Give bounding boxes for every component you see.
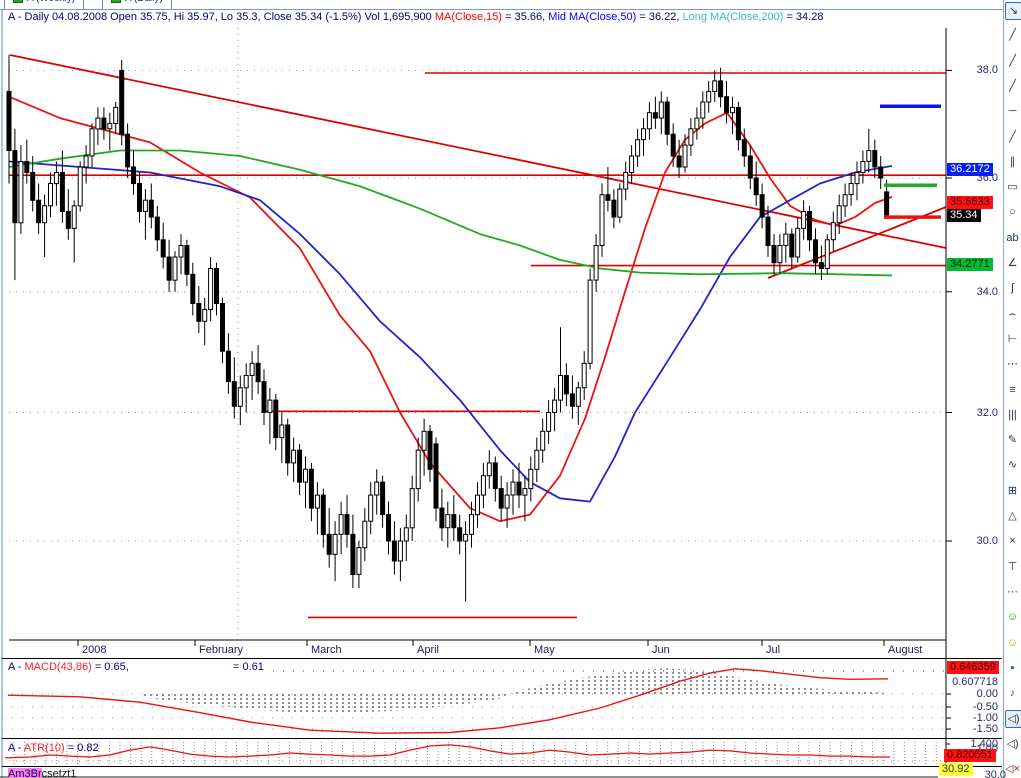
tab-weekly[interactable]: A (Weekly) xyxy=(4,0,85,9)
text-segment: A - Daily 04.08.2008 Open 35.75, Hi 35.9… xyxy=(8,11,435,23)
speaker-tool-2-icon[interactable]: ◁) xyxy=(1006,737,1019,750)
month-label: Jun xyxy=(652,644,670,656)
yellow-marker-tool-icon[interactable]: ☺ xyxy=(1006,636,1019,649)
text-segment: ATR(10) xyxy=(23,742,65,754)
note-marker-tool-icon[interactable]: ♪ xyxy=(1009,687,1016,700)
horizontal-line-tool-icon[interactable]: ─ xyxy=(1008,105,1017,118)
chart-summary-line: A - Daily 04.08.2008 Open 35.75, Hi 35.9… xyxy=(8,11,823,23)
text-tool-icon[interactable]: ab xyxy=(1006,231,1019,244)
candles xyxy=(6,54,890,602)
tab-daily[interactable]: A (Daily) xyxy=(102,0,172,9)
segment-tool-icon[interactable]: ╱ xyxy=(1009,29,1016,42)
fib-levels-tool-icon[interactable]: ≡ xyxy=(1009,383,1016,396)
price-marker-segments xyxy=(880,104,941,219)
trend-line-tool-icon[interactable]: ╱ xyxy=(1009,130,1016,143)
measure-tool-icon[interactable]: ⊢ xyxy=(1007,332,1018,345)
price-tick-label: 34.0 xyxy=(976,286,998,298)
macd-signal-value: = 0.61 xyxy=(233,661,264,673)
price-badge: 0.820551 xyxy=(944,749,996,762)
tab-label: A (Daily) xyxy=(125,0,163,4)
month-label: May xyxy=(534,644,555,656)
text-segment: = 35.66, xyxy=(502,11,549,23)
month-label: February xyxy=(199,644,244,656)
toolbar-separator xyxy=(1003,0,1004,778)
chart-tab-icon xyxy=(13,0,23,3)
mute-tool-icon[interactable]: ◁× xyxy=(1005,763,1020,775)
axis-value-label: 1.400 xyxy=(970,738,998,750)
pencil-tool-icon[interactable]: ✎ xyxy=(1007,434,1018,447)
grid-tool-icon[interactable]: ⊞ xyxy=(1007,484,1018,497)
ray-tool-icon[interactable]: ╱ xyxy=(1009,54,1016,67)
text-segment: A - xyxy=(8,742,24,754)
price-badge: 30.92 xyxy=(939,763,973,776)
ellipse-tool-icon[interactable]: ○ xyxy=(1009,206,1016,219)
angle-tool-icon[interactable]: ∠ xyxy=(1007,257,1018,269)
parallel-lines-tool-icon[interactable]: ∥ xyxy=(1009,155,1016,168)
atr-pane-title: A - ATR(10) = 0.82 xyxy=(8,742,99,754)
text-segment: A - xyxy=(8,661,25,673)
rectangle-tool-icon[interactable]: ▭ xyxy=(1007,181,1018,194)
axis-value-label: -0.50 xyxy=(972,701,998,713)
text-segment: = 0.65, xyxy=(91,661,129,673)
panel-frame xyxy=(0,28,1002,778)
macd-pane xyxy=(2,668,946,734)
pointer-tool-icon[interactable]: ↘ xyxy=(1005,2,1021,20)
tabs-underline xyxy=(0,9,1004,10)
vertical-bars-tool-icon[interactable]: ||| xyxy=(1008,408,1017,421)
text-segment: Long MA(Close,200) xyxy=(682,11,784,23)
main-gridlines xyxy=(9,28,946,640)
atr-pane xyxy=(4,742,946,764)
chart-tab-icon xyxy=(111,0,121,3)
price-badge: 34.2771 xyxy=(947,258,993,271)
axis-value-label: -1.00 xyxy=(972,712,998,724)
window-left-border xyxy=(1,10,3,778)
price-tick-label: 32.0 xyxy=(976,407,998,419)
text-segment: = 34.28 xyxy=(783,11,824,23)
pattern-tool-icon[interactable]: △ xyxy=(1008,510,1017,522)
price-badge: 35.6633 xyxy=(947,196,993,209)
text-segment: = 0.82 xyxy=(64,742,99,754)
axis-value-label: -1.50 xyxy=(972,723,998,735)
wave-tool-icon[interactable]: ∿ xyxy=(1007,459,1018,472)
tsquare-tool-icon[interactable]: ⊤ xyxy=(1007,560,1018,573)
month-label: 2008 xyxy=(82,644,107,656)
ma15-line xyxy=(8,95,893,523)
cross-tool-icon[interactable]: × xyxy=(1009,535,1016,548)
horizontal-price-lines xyxy=(9,72,946,619)
price-tick-label: 30.0 xyxy=(976,535,998,547)
curve-tool-icon[interactable]: ʃ xyxy=(1011,282,1014,295)
text-segment: Am3Br xyxy=(8,768,42,778)
tab-label: A (Weekly) xyxy=(27,0,75,4)
text-segment: MA(Close,15) xyxy=(434,11,503,23)
month-label: August xyxy=(888,644,923,656)
text-segment: csetzt1 xyxy=(41,768,77,778)
more-tools-icon[interactable]: ⋯ xyxy=(1007,358,1018,371)
text-segment: = 36.22, xyxy=(636,11,683,23)
speaker-tool-icon[interactable]: ◁) xyxy=(1005,710,1021,729)
macd-pane-title: A - MACD(43,86) = 0.65, xyxy=(8,661,129,673)
axis-value-label: 0.607718 xyxy=(952,676,998,688)
price-badge: 36.2172 xyxy=(947,163,993,176)
month-label: Jul xyxy=(766,644,781,656)
price-badge: 35.34 xyxy=(947,209,981,222)
blue-marker-tool-icon[interactable]: ▪ xyxy=(1010,661,1015,674)
green-marker-tool-icon[interactable]: ☺ xyxy=(1006,611,1019,624)
axis-value-label: 30.0 xyxy=(984,769,1006,778)
price-tick-label: 38.0 xyxy=(976,64,998,76)
price-badge: 0.646359 xyxy=(947,661,999,674)
axis-value-label: 0.00 xyxy=(976,688,998,700)
ma200-line xyxy=(8,149,893,277)
trendlines xyxy=(9,54,947,279)
more-tools-2-icon[interactable]: ⋯ xyxy=(1007,585,1018,598)
bottom-pane-label: Am3Brcsetzt1 xyxy=(8,768,76,778)
month-label: April xyxy=(417,644,440,656)
text-segment: Mid MA(Close,50) xyxy=(548,11,637,23)
ma50-line xyxy=(8,160,893,503)
month-label: March xyxy=(311,644,342,656)
extended-line-tool-icon[interactable]: ╱ xyxy=(1009,79,1016,92)
text-segment: MACD(43,86) xyxy=(24,661,92,673)
arc-tool-icon[interactable]: ⌢ xyxy=(1008,307,1017,320)
